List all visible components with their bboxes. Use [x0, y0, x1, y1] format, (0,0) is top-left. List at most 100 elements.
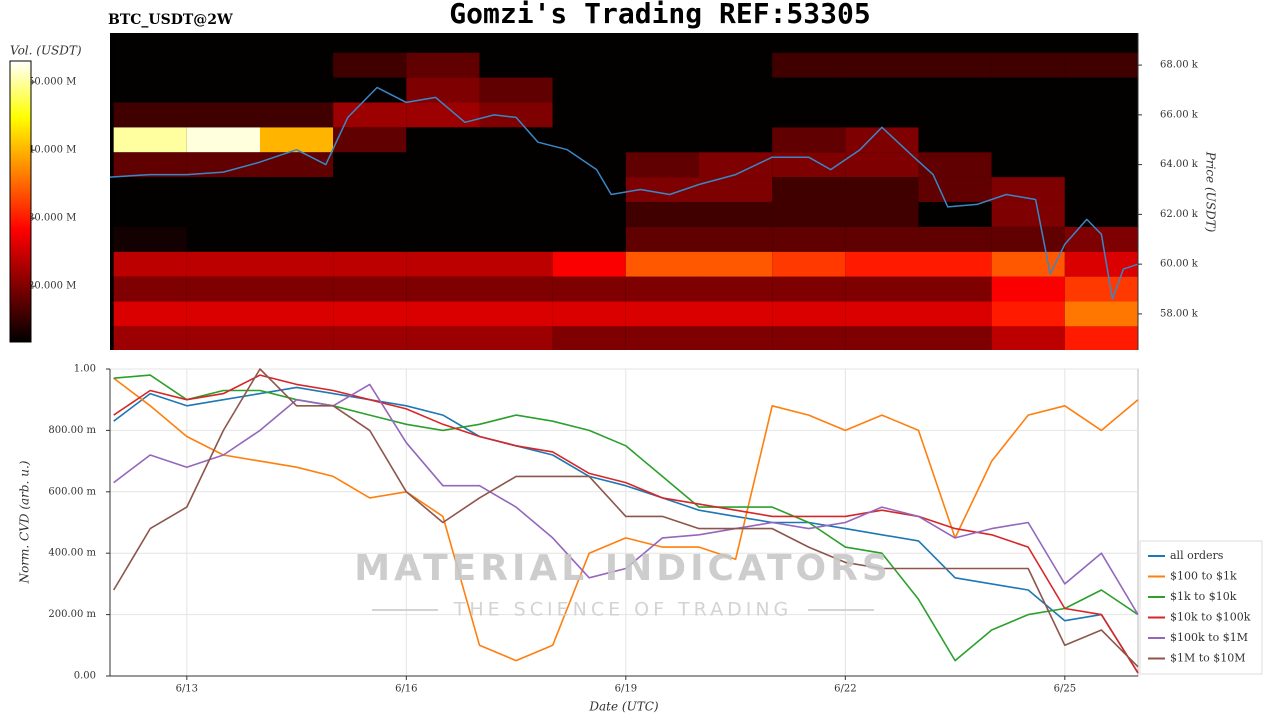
heat-cell — [772, 52, 846, 78]
heat-cell — [918, 77, 992, 103]
heat-cell — [259, 226, 334, 252]
legend-label: all orders — [1170, 549, 1224, 562]
heat-cell — [991, 152, 1065, 178]
heat-cell — [479, 226, 553, 252]
legend-label: $1k to $10k — [1170, 590, 1237, 603]
heat-cell — [406, 77, 480, 103]
legend-label: $10k to $100k — [1170, 611, 1251, 624]
heat-cell — [552, 276, 626, 302]
heat-cell — [1064, 226, 1138, 252]
heat-cell — [845, 301, 919, 327]
heat-cell — [406, 102, 480, 128]
heat-cell — [333, 226, 407, 252]
heat-cell — [625, 102, 699, 128]
heat-cell — [698, 301, 773, 327]
heat-cell — [479, 77, 553, 103]
heat-cell — [479, 326, 553, 350]
heat-cell — [406, 226, 480, 252]
cvd-panel: 0.00 200.00 m 400.00 m 600.00 m 800.00 m 1.00… — [18, 364, 1263, 714]
heat-cell — [845, 152, 919, 178]
heat-cell — [698, 52, 773, 78]
series-line — [113, 368, 1139, 668]
heat-cell — [259, 127, 334, 153]
heat-cell — [625, 276, 699, 302]
heat-cell — [113, 177, 187, 202]
colorbar — [9, 60, 32, 343]
heat-cell — [186, 52, 260, 78]
heat-cell — [772, 77, 846, 103]
y-axis-label: Norm. CVD (arb. u.) — [18, 460, 32, 584]
heat-cell — [552, 326, 626, 350]
colorbar-tick-label: 30.000 M — [28, 213, 76, 224]
heat-cell — [991, 251, 1065, 277]
chart-title: Gomzi's Trading REF:53305 — [449, 0, 870, 30]
y-tick-label: 64.00 k — [1160, 159, 1199, 170]
heat-cell — [406, 33, 480, 53]
heat-cell — [625, 152, 699, 178]
heat-cell — [186, 201, 260, 227]
heat-cell — [698, 77, 773, 103]
heat-cell — [625, 33, 699, 53]
heat-cell — [406, 251, 480, 277]
heat-cell — [625, 201, 699, 227]
x-tick-label: 6/25 — [1054, 684, 1076, 695]
heat-cell — [259, 152, 334, 178]
heat-cell — [333, 251, 407, 277]
heat-cell — [918, 52, 992, 78]
heat-cell — [479, 127, 553, 153]
heat-cell — [552, 301, 626, 327]
heat-cell — [1064, 52, 1138, 78]
heat-cell — [991, 276, 1065, 302]
price-line — [109, 86, 1139, 300]
heat-cell — [259, 201, 334, 227]
heat-cell — [259, 102, 334, 128]
heat-cell — [1064, 77, 1138, 103]
heat-cell — [1064, 152, 1138, 178]
heat-cell — [186, 301, 260, 327]
heat-cell — [698, 226, 773, 252]
x-tick-label: 6/13 — [176, 684, 198, 695]
heat-cell — [991, 127, 1065, 153]
heat-cell — [333, 326, 407, 350]
heat-cell — [479, 52, 553, 78]
x-axis-label: Date (UTC) — [588, 700, 658, 714]
heat-cell — [333, 177, 407, 202]
heat-cell — [479, 33, 553, 53]
heat-cell — [113, 326, 187, 350]
y-tick-label: 1.00 — [74, 364, 96, 375]
legend-label: $1M to $10M — [1170, 652, 1246, 665]
heat-cell — [406, 201, 480, 227]
heat-cell — [625, 77, 699, 103]
heat-cell — [772, 251, 846, 277]
x-tick-label: 6/16 — [395, 684, 417, 695]
heat-cell — [991, 301, 1065, 327]
y-tick-label: 200.00 m — [48, 609, 96, 620]
heat-cell — [479, 102, 553, 128]
heat-cell — [333, 33, 407, 53]
heat-cell — [333, 276, 407, 302]
heat-cell — [552, 52, 626, 78]
heat-cell — [259, 52, 334, 78]
series-line — [113, 377, 1139, 662]
legend-label: $100k to $1M — [1170, 631, 1248, 644]
heat-cell — [918, 102, 992, 128]
heat-cell — [918, 226, 992, 252]
heat-cell — [113, 77, 187, 103]
heat-cell — [772, 201, 846, 227]
heat-cell — [406, 127, 480, 153]
heat-cell — [991, 226, 1065, 252]
heat-cell — [479, 177, 553, 202]
watermark-tagline: THE SCIENCE OF TRADING — [453, 599, 793, 621]
heat-cell — [991, 77, 1065, 103]
heat-cell — [1064, 251, 1138, 277]
y-tick-label: 68.00 k — [1160, 60, 1199, 71]
heat-cell — [113, 102, 187, 128]
heat-cell — [772, 226, 846, 252]
x-tick-label: 6/19 — [615, 684, 637, 695]
heat-cell — [845, 276, 919, 302]
heatmap-panel: 58.00 k 60.00 k 62.00 k 64.00 k 66.00 k 68.00… — [10, 33, 1218, 350]
heat-cell — [625, 326, 699, 350]
heat-cell — [406, 152, 480, 178]
heat-cell — [1064, 201, 1138, 227]
heat-cell — [406, 177, 480, 202]
